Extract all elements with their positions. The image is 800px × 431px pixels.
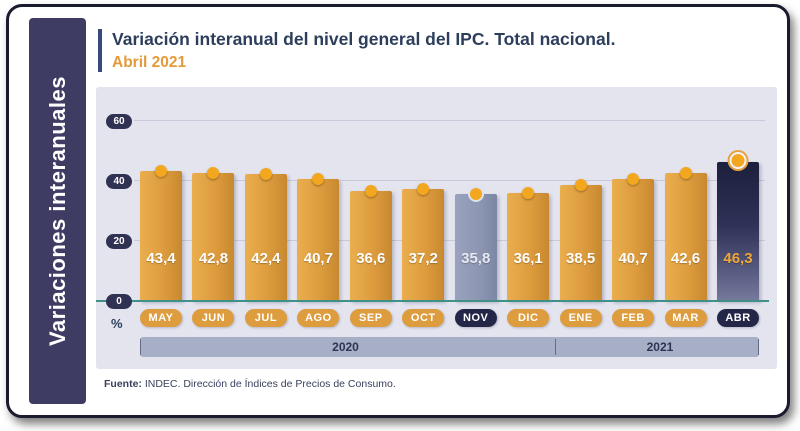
bar-abr: 46,3	[716, 153, 759, 301]
bar-value-may: 43,4	[146, 249, 176, 267]
data-point-dot-dic	[522, 186, 535, 199]
source-note-text: INDEC. Dirección de Índices de Precios d…	[141, 377, 396, 390]
data-point-dot-sep	[364, 184, 377, 197]
source-note-prefix: Fuente:	[104, 377, 142, 390]
month-pill-dic: DIC	[507, 308, 550, 327]
y-tick-0: 0	[106, 293, 132, 309]
data-point-dot-abr	[731, 153, 745, 167]
bar-value-ago: 40,7	[303, 249, 333, 267]
data-point-dot-mar	[679, 166, 692, 179]
y-tick-40: 40	[106, 173, 132, 189]
bar-ene: 38,5	[559, 178, 602, 301]
bar-value-mar: 42,6	[670, 249, 701, 267]
slide-frame: Variaciones interanuales Variación inter…	[6, 4, 790, 418]
sidebar: Variaciones interanuales	[29, 18, 86, 404]
header: Variación interanual del nivel general d…	[98, 29, 777, 72]
data-point-dot-ene	[574, 178, 587, 191]
year-axis-band: 2020 2021	[140, 336, 759, 357]
bar-value-feb: 40,7	[618, 249, 648, 267]
bar-value-sep: 36,6	[356, 249, 386, 267]
data-point-dot-jun	[207, 166, 220, 179]
year-label-2020: 2020	[332, 339, 359, 354]
chart-title: Variación interanual del nivel general d…	[112, 29, 616, 49]
zero-baseline	[96, 299, 769, 302]
month-pill-oct: OCT	[402, 308, 445, 327]
year-band-divider-right	[758, 338, 759, 355]
sidebar-vertical-title: Variaciones interanuales	[44, 75, 70, 347]
bar-jun: 42,8	[192, 166, 235, 301]
bar-value-abr: 46,3	[723, 249, 753, 267]
bar-ago: 40,7	[297, 172, 340, 301]
bar-may: 43,4	[140, 164, 182, 301]
data-point-dot-jul	[259, 167, 272, 180]
bar-dic: 36,1	[507, 186, 550, 301]
gridline-40	[134, 179, 765, 181]
month-pill-ene: ENE	[559, 308, 602, 327]
month-axis: MAY JUN JUL AGO SEP OCT NOV DIC ENE FEB MAR ABR	[140, 308, 759, 327]
chart-panel: 0 20 40 60 % 43,4 42,8 42,4 40,7 36,6 37,2 35,8 36…	[96, 86, 777, 369]
month-pill-may: MAY	[140, 308, 182, 327]
title-block: Variación interanual del nivel general d…	[112, 29, 615, 72]
data-point-dot-ago	[312, 172, 325, 185]
year-label-2021: 2021	[646, 339, 674, 354]
month-pill-mar: MAR	[664, 308, 707, 327]
month-pill-ago: AGO	[297, 308, 340, 327]
year-band-divider-left	[140, 338, 141, 355]
title-accent-bar	[98, 29, 102, 72]
bar-value-dic: 36,1	[513, 249, 543, 267]
bar-value-jun: 42,8	[198, 249, 229, 267]
bar-jul: 42,4	[244, 167, 287, 301]
bar-oct: 37,2	[402, 182, 445, 301]
chart-subtitle: Abril 2021	[112, 53, 187, 71]
bar-mar: 42,6	[664, 166, 707, 301]
bar-value-oct: 37,2	[408, 249, 438, 267]
month-pill-jul: JUL	[244, 308, 287, 327]
month-pill-nov: NOV	[454, 308, 497, 327]
bar-feb: 40,7	[612, 172, 655, 301]
year-band-divider-mid	[554, 338, 556, 355]
month-pill-feb: FEB	[612, 308, 655, 327]
main-content: Variación interanual del nivel general d…	[86, 15, 777, 407]
month-pill-jun: JUN	[192, 308, 235, 327]
data-point-dot-feb	[627, 172, 640, 185]
plot-area: 0 20 40 60 % 43,4 42,8 42,4 40,7 36,6 37,2 35,8 36…	[96, 103, 769, 331]
gridline-60	[134, 119, 765, 121]
bar-series: 43,4 42,8 42,4 40,7 36,6 37,2 35,8 36,1 38,5 40,7…	[140, 103, 759, 301]
bar-value-ene: 38,5	[566, 249, 596, 267]
source-note: Fuente: INDEC. Dirección de Índices de P…	[104, 378, 777, 390]
y-tick-20: 20	[106, 233, 132, 249]
gridline-20	[134, 239, 765, 241]
month-pill-sep: SEP	[349, 308, 392, 327]
bar-value-jul: 42,4	[251, 249, 281, 267]
data-point-dot-oct	[417, 182, 430, 195]
bar-nov: 35,8	[454, 187, 497, 301]
month-pill-abr: ABR	[716, 308, 759, 327]
bar-sep: 36,6	[349, 184, 392, 301]
y-axis-unit-label: %	[111, 315, 123, 331]
bar-value-nov: 35,8	[461, 249, 491, 267]
y-tick-60: 60	[106, 113, 132, 129]
data-point-dot-may	[155, 164, 167, 177]
data-point-dot-nov	[469, 187, 482, 200]
